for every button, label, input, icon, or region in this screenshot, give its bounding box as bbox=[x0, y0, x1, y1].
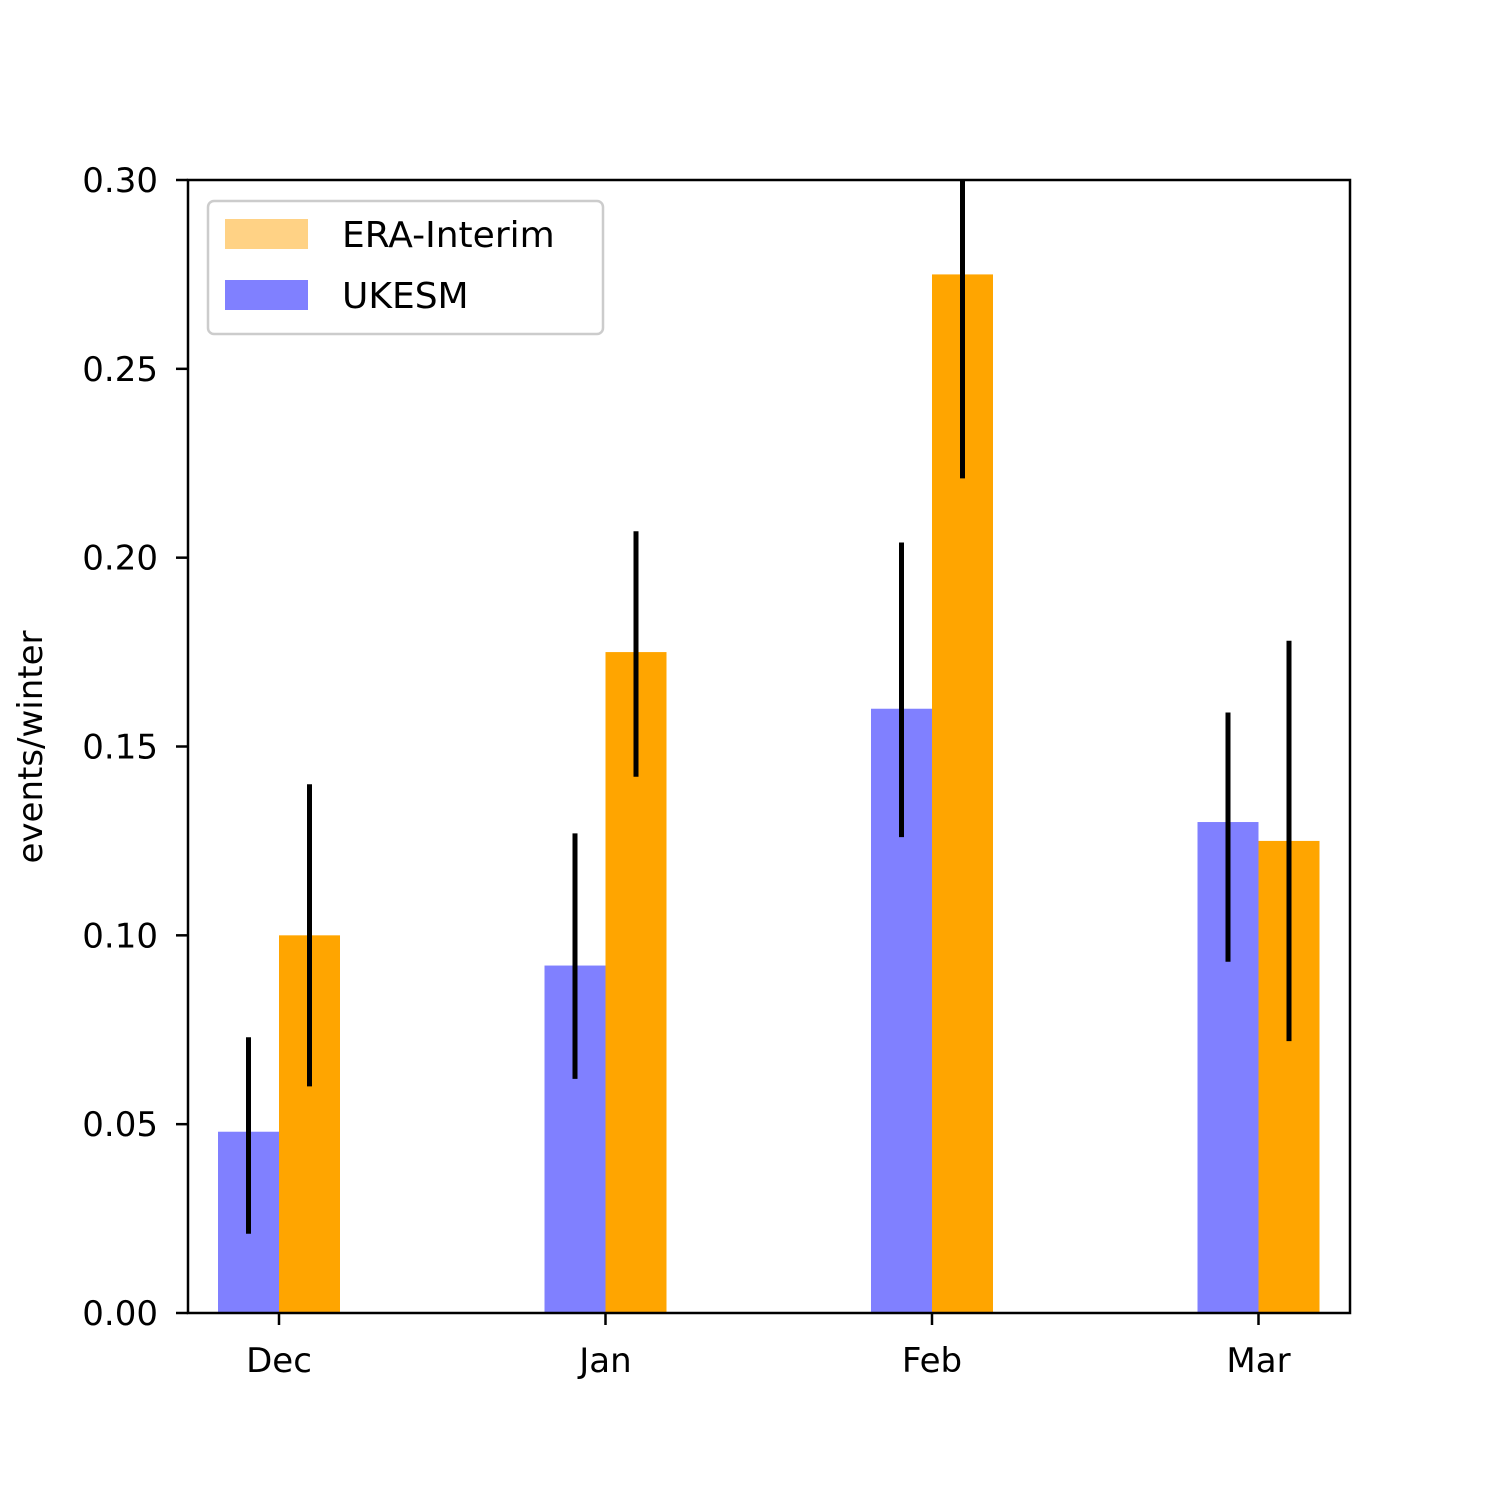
legend: ERA-Interim UKESM bbox=[206, 199, 605, 336]
x-tick-label: Jan bbox=[577, 1341, 631, 1381]
legend-swatch-era-interim bbox=[225, 219, 308, 249]
x-axis: Dec Jan Feb Mar bbox=[246, 1313, 1291, 1381]
x-tick-label: Feb bbox=[902, 1341, 962, 1381]
x-tick-label: Dec bbox=[246, 1341, 312, 1381]
error-bars-layer bbox=[246, 180, 1292, 1234]
y-axis-label: events/winter bbox=[11, 630, 51, 863]
y-tick-label: 0.10 bbox=[82, 916, 158, 956]
legend-swatch-ukesm bbox=[225, 280, 308, 310]
y-axis: 0.00 0.05 0.10 0.15 0.20 0.25 0.30 bbox=[82, 161, 188, 1334]
y-tick-label: 0.05 bbox=[82, 1105, 158, 1145]
y-tick-label: 0.25 bbox=[82, 350, 158, 390]
y-tick-label: 0.30 bbox=[82, 161, 158, 201]
legend-label-ukesm: UKESM bbox=[342, 276, 469, 317]
y-tick-label: 0.20 bbox=[82, 539, 158, 579]
x-tick-label: Mar bbox=[1226, 1341, 1290, 1381]
legend-label-era-interim: ERA-Interim bbox=[342, 215, 555, 256]
y-tick-label: 0.00 bbox=[82, 1294, 158, 1334]
y-tick-label: 0.15 bbox=[82, 728, 158, 768]
